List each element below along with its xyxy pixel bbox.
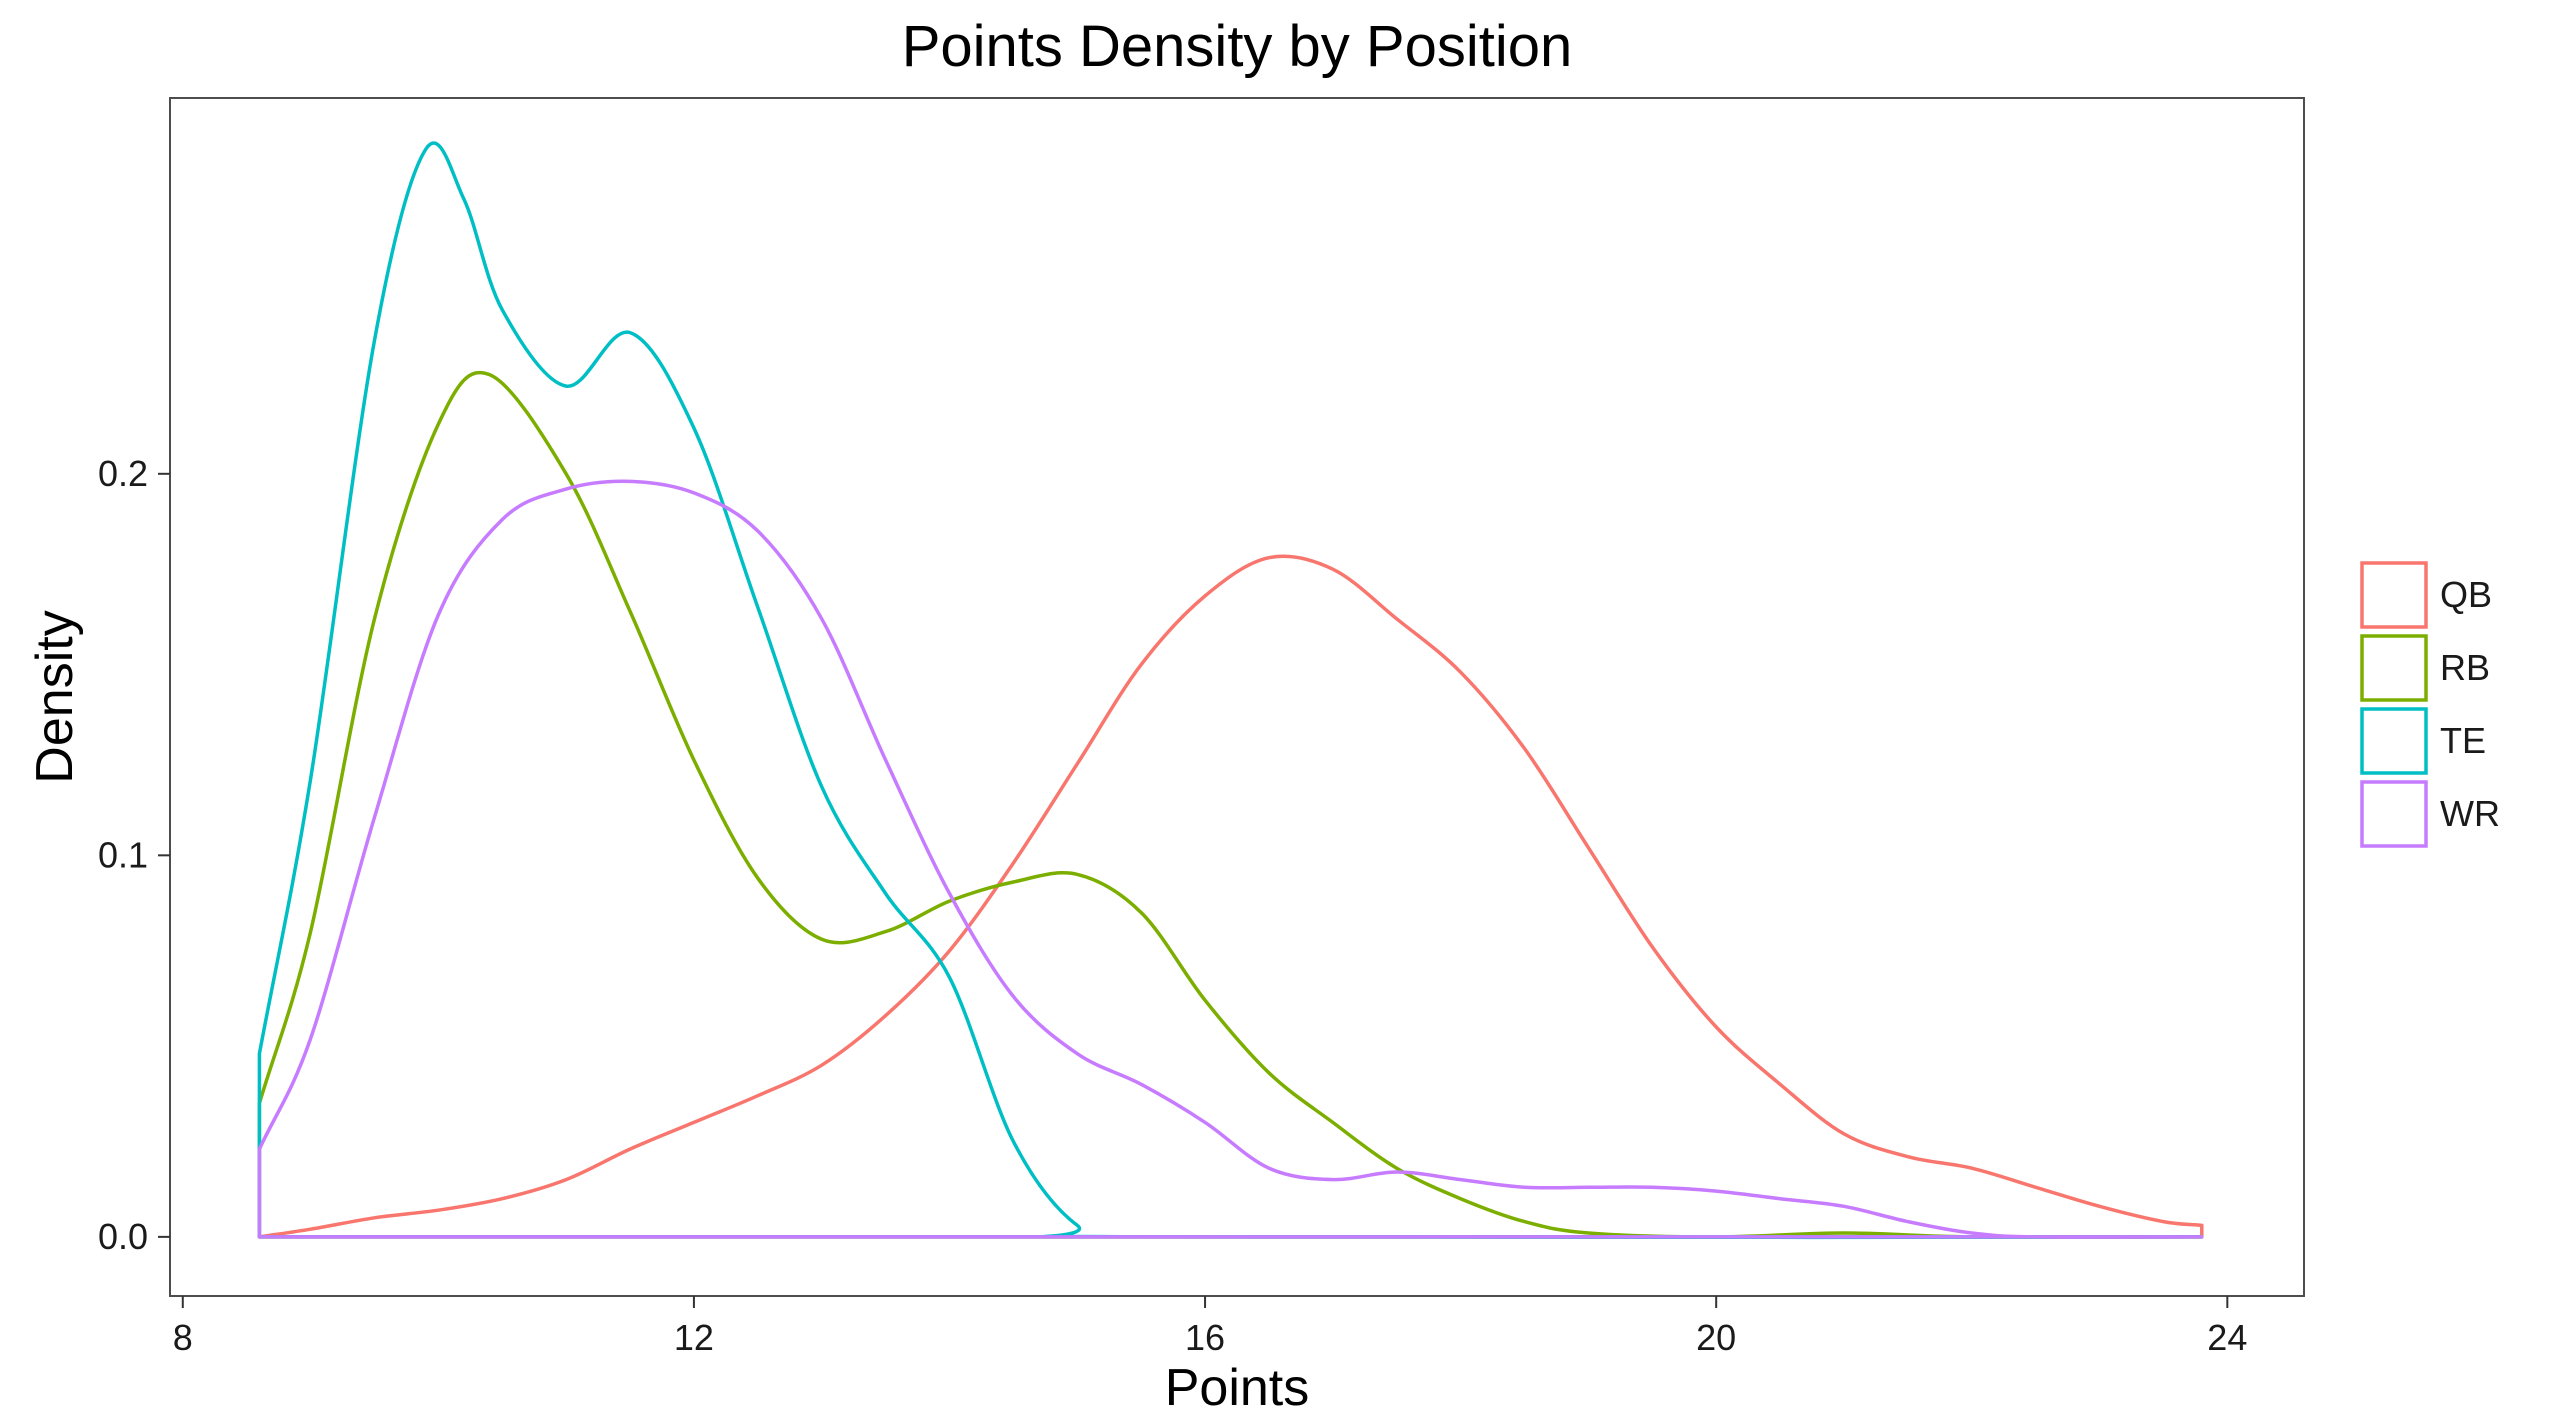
y-tick-label: 0.0 (98, 1216, 148, 1257)
legend-key-te (2360, 707, 2428, 775)
legend-key-wr (2360, 780, 2428, 848)
density-curve-qb (257, 554, 2204, 1239)
density-curve-wr (257, 479, 2204, 1239)
y-tick-label: 0.2 (98, 453, 148, 494)
legend-label-wr: WR (2440, 793, 2500, 834)
legend-label-te: TE (2440, 720, 2486, 761)
series-layer (257, 141, 2204, 1240)
y-tick-label: 0.1 (98, 834, 148, 875)
x-tick-label: 12 (674, 1317, 714, 1358)
x-tick-label: 20 (1696, 1317, 1736, 1358)
x-tick-label: 24 (2207, 1317, 2247, 1358)
y-axis-title: Density (26, 610, 84, 783)
chart-title: Points Density by Position (902, 14, 1573, 79)
legend-label-qb: QB (2440, 574, 2492, 615)
legend-label-rb: RB (2440, 647, 2490, 688)
axes-layer: 8 12 16 20 24 0.0 0.1 0.2 (98, 453, 2247, 1358)
legend-key-qb (2360, 561, 2428, 629)
panel-border (169, 97, 2305, 1297)
legend-key-rb (2360, 634, 2428, 702)
x-axis-title: Points (1165, 1359, 1310, 1417)
x-tick-label: 16 (1185, 1317, 1225, 1358)
legend: QB RB TE WR (2360, 561, 2500, 848)
x-tick-label: 8 (173, 1317, 193, 1358)
